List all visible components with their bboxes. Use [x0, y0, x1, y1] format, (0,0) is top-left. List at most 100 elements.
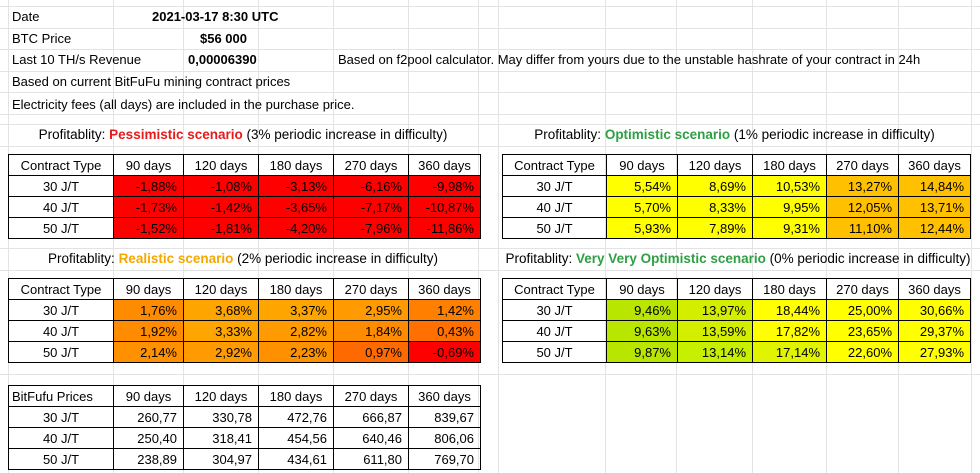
row-label[interactable]: 50 J/T [8, 341, 114, 363]
header-cell[interactable]: 270 days [826, 154, 899, 176]
value-cell[interactable]: -0,69% [408, 341, 481, 363]
value-cell[interactable]: -1,73% [113, 196, 184, 218]
header-cell[interactable]: 120 days [183, 278, 259, 300]
row-label[interactable]: 30 J/T [502, 299, 607, 321]
header-cell[interactable]: 90 days [113, 154, 184, 176]
row-label[interactable]: 40 J/T [502, 320, 607, 342]
header-cell[interactable]: 270 days [333, 154, 409, 176]
row-label[interactable]: 30 J/T [8, 406, 114, 428]
value-cell[interactable]: 8,69% [677, 175, 753, 197]
value-cell[interactable]: -9,98% [408, 175, 481, 197]
header-cell[interactable]: 120 days [183, 385, 259, 407]
row-label[interactable]: 50 J/T [502, 341, 607, 363]
row-label[interactable]: 30 J/T [8, 299, 114, 321]
value-cell[interactable]: 434,61 [258, 448, 334, 470]
header-cell[interactable]: BitFufu Prices [8, 385, 114, 407]
electricity-note[interactable]: Electricity fees (all days) are included… [12, 97, 355, 112]
header-cell[interactable]: 180 days [752, 154, 827, 176]
value-cell[interactable]: 27,93% [898, 341, 971, 363]
value-cell[interactable]: 2,14% [113, 341, 184, 363]
value-cell[interactable]: 238,89 [113, 448, 184, 470]
value-cell[interactable]: 11,10% [826, 217, 899, 239]
value-cell[interactable]: 472,76 [258, 406, 334, 428]
value-cell[interactable]: 30,66% [898, 299, 971, 321]
value-cell[interactable]: 13,27% [826, 175, 899, 197]
row-label[interactable]: 30 J/T [502, 175, 607, 197]
value-cell[interactable]: 7,89% [677, 217, 753, 239]
value-cell[interactable]: -10,87% [408, 196, 481, 218]
row-label[interactable]: 40 J/T [8, 320, 114, 342]
value-cell[interactable]: 13,71% [898, 196, 971, 218]
value-cell[interactable]: 2,82% [258, 320, 334, 342]
value-cell[interactable]: 12,05% [826, 196, 899, 218]
header-cell[interactable]: 180 days [258, 385, 334, 407]
header-cell[interactable]: Contract Type [8, 154, 114, 176]
value-cell[interactable]: 23,65% [826, 320, 899, 342]
value-cell[interactable]: -1,42% [183, 196, 259, 218]
value-cell[interactable]: 13,14% [677, 341, 753, 363]
value-cell[interactable]: -1,08% [183, 175, 259, 197]
header-cell[interactable]: Contract Type [502, 278, 607, 300]
value-cell[interactable]: 806,06 [408, 427, 481, 449]
header-cell[interactable]: 360 days [898, 278, 971, 300]
value-cell[interactable]: 25,00% [826, 299, 899, 321]
value-cell[interactable]: 0,97% [333, 341, 409, 363]
value-cell[interactable]: 3,68% [183, 299, 259, 321]
value-cell[interactable]: 3,33% [183, 320, 259, 342]
value-cell[interactable]: 330,78 [183, 406, 259, 428]
value-cell[interactable]: 17,82% [752, 320, 827, 342]
value-cell[interactable]: 10,53% [752, 175, 827, 197]
header-cell[interactable]: 90 days [113, 385, 184, 407]
header-cell[interactable]: 120 days [677, 154, 753, 176]
value-cell[interactable]: 1,42% [408, 299, 481, 321]
value-cell[interactable]: 769,70 [408, 448, 481, 470]
header-cell[interactable]: 120 days [183, 154, 259, 176]
value-cell[interactable]: 1,92% [113, 320, 184, 342]
value-cell[interactable]: 318,41 [183, 427, 259, 449]
header-cell[interactable]: Contract Type [8, 278, 114, 300]
value-cell[interactable]: 2,23% [258, 341, 334, 363]
value-cell[interactable]: 2,92% [183, 341, 259, 363]
row-label[interactable]: 40 J/T [8, 196, 114, 218]
header-cell[interactable]: 360 days [408, 154, 481, 176]
value-cell[interactable]: -7,96% [333, 217, 409, 239]
value-cell[interactable]: 9,31% [752, 217, 827, 239]
value-cell[interactable]: 454,56 [258, 427, 334, 449]
value-cell[interactable]: 304,97 [183, 448, 259, 470]
value-cell[interactable]: -6,16% [333, 175, 409, 197]
value-cell[interactable]: 17,14% [752, 341, 827, 363]
value-cell[interactable]: 18,44% [752, 299, 827, 321]
row-label[interactable]: 40 J/T [8, 427, 114, 449]
value-cell[interactable]: 8,33% [677, 196, 753, 218]
value-cell[interactable]: 250,40 [113, 427, 184, 449]
value-cell[interactable]: 13,59% [677, 320, 753, 342]
header-cell[interactable]: Contract Type [502, 154, 607, 176]
value-cell[interactable]: 9,46% [606, 299, 678, 321]
value-cell[interactable]: 611,80 [333, 448, 409, 470]
value-cell[interactable]: -3,65% [258, 196, 334, 218]
value-cell[interactable]: -3,13% [258, 175, 334, 197]
value-cell[interactable]: 22,60% [826, 341, 899, 363]
revenue-value[interactable]: 0,00006390 [188, 52, 257, 67]
header-cell[interactable]: 270 days [333, 278, 409, 300]
header-cell[interactable]: 180 days [752, 278, 827, 300]
value-cell[interactable]: 29,37% [898, 320, 971, 342]
revenue-note[interactable]: Based on f2pool calculator. May differ f… [338, 52, 921, 67]
value-cell[interactable]: -1,88% [113, 175, 184, 197]
value-cell[interactable]: 839,67 [408, 406, 481, 428]
value-cell[interactable]: 12,44% [898, 217, 971, 239]
header-cell[interactable]: 180 days [258, 154, 334, 176]
value-cell[interactable]: 1,84% [333, 320, 409, 342]
date-label[interactable]: Date [12, 9, 40, 24]
value-cell[interactable]: 1,76% [113, 299, 184, 321]
header-cell[interactable]: 270 days [333, 385, 409, 407]
value-cell[interactable]: 666,87 [333, 406, 409, 428]
contract-prices-note[interactable]: Based on current BitFuFu mining contract… [12, 74, 291, 89]
header-cell[interactable]: 360 days [408, 385, 481, 407]
row-label[interactable]: 40 J/T [502, 196, 607, 218]
value-cell[interactable]: 3,37% [258, 299, 334, 321]
revenue-label[interactable]: Last 10 TH/s Revenue [12, 52, 142, 67]
row-label[interactable]: 50 J/T [8, 217, 114, 239]
btc-price-value[interactable]: $56 000 [200, 31, 247, 46]
value-cell[interactable]: 260,77 [113, 406, 184, 428]
